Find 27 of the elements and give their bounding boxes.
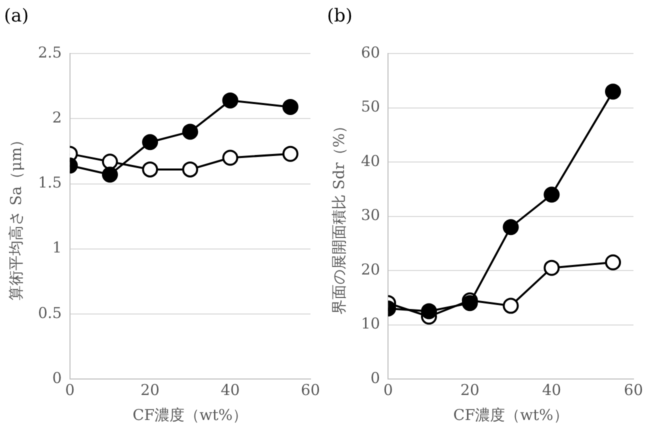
x-tick-label: 40 [542, 380, 562, 399]
y-axis-title: 界面の展開面積比 Sdr（%） [330, 118, 348, 314]
x-tick-label: 0 [383, 380, 393, 399]
x-tick-label: 60 [300, 380, 320, 399]
chart-title: (b) [327, 5, 353, 26]
y-tick-label: 10 [360, 314, 380, 333]
y-tick-label: 50 [360, 98, 380, 116]
x-axis-title: CF濃度（wt%） [453, 406, 568, 424]
x-tick-label: 60 [624, 380, 644, 399]
y-tick-label: 0 [52, 368, 62, 387]
y-tick-label: 1 [52, 238, 62, 257]
x-tick-label: 20 [460, 380, 480, 399]
y-tick-label: 2.5 [38, 43, 62, 62]
y-tick-label: 40 [360, 152, 380, 170]
x-tick-label: 20 [140, 380, 160, 399]
chart-title: (a) [4, 5, 29, 26]
x-tick-label: 40 [220, 380, 240, 399]
y-axis-title: 算術平均高さ Sa（μm） [6, 132, 25, 300]
x-tick-label: 0 [65, 380, 75, 399]
y-tick-label: 0 [370, 368, 380, 387]
y-tick-label: 60 [360, 43, 380, 62]
y-tick-label: 30 [360, 206, 380, 224]
y-tick-label: 20 [360, 260, 380, 278]
y-tick-label: 1.5 [38, 174, 62, 192]
x-axis-title: CF濃度（wt%） [132, 406, 248, 424]
y-tick-label: 0.5 [38, 304, 62, 322]
y-tick-label: 2 [52, 108, 62, 127]
